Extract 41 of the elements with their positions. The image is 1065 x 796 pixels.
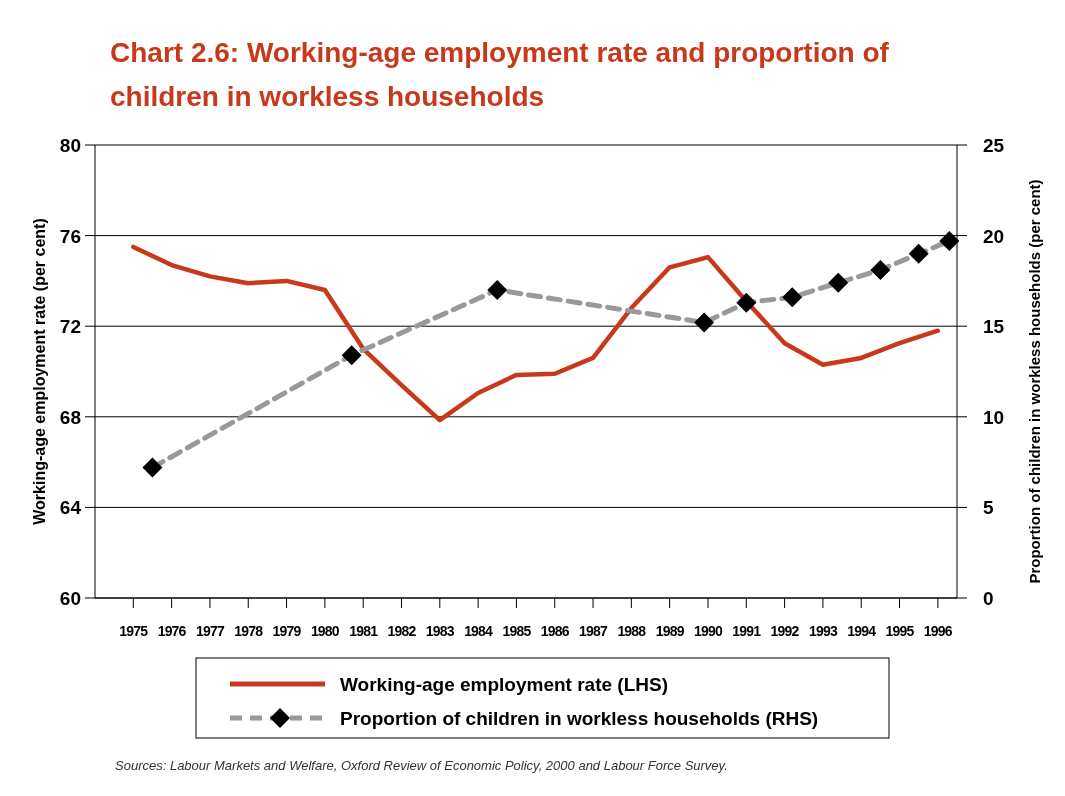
y2-tick-label: 0 — [983, 588, 994, 609]
x-tick-label: 1976 — [157, 623, 187, 639]
y-tick-label: 80 — [59, 135, 81, 156]
x-tick-label: 1989 — [655, 623, 685, 639]
line-series — [131, 244, 941, 423]
legend-label: Working-age employment rate (LHS) — [340, 674, 668, 695]
x-tick-label: 1988 — [617, 623, 647, 639]
x-tick-label: 1993 — [808, 623, 838, 639]
x-tick-label: 1984 — [464, 623, 494, 639]
x-tick-label: 1983 — [425, 623, 455, 639]
chart-title: Chart 2.6: Working-age employment rate and proportion of children in workless households — [110, 37, 890, 112]
y2-tick-label: 20 — [983, 225, 1005, 247]
y2-tick-label: 25 — [983, 135, 1005, 156]
x-tick-label: 1996 — [923, 623, 953, 639]
x-tick-label: 1992 — [770, 623, 800, 639]
x-tick-label: 1981 — [349, 623, 379, 639]
x-tick-label: 1975 — [119, 623, 149, 639]
legend-label: Proportion of children in workless households (RHS) — [340, 708, 819, 729]
y-axis-title: Working-age employment rate (per cent) — [31, 218, 48, 525]
y2-axis-title: Proportion of children in workless households (per cent) — [1026, 179, 1043, 584]
x-tick-label: 1991 — [732, 623, 762, 639]
x-tick-label: 1982 — [387, 623, 417, 639]
y2-tick-label: 5 — [983, 497, 994, 519]
x-tick-label: 1980 — [310, 623, 340, 639]
y2-tick-label: 15 — [983, 316, 1005, 338]
source-note: Sources: Labour Markets and Welfare, Oxford Review of Economic Policy, 2000 and Labour Force Survey. — [115, 758, 728, 773]
y-tick-label: 64 — [59, 497, 82, 519]
y-tick-label: 76 — [59, 225, 81, 247]
x-tick-label: 1978 — [234, 623, 264, 639]
x-tick-label: 1977 — [195, 623, 225, 639]
x-tick-label: 1995 — [885, 623, 915, 639]
x-tick-label: 1979 — [272, 623, 302, 639]
y-tick-label: 68 — [59, 406, 81, 428]
x-tick-label: 1990 — [694, 623, 723, 639]
x-tick-label: 1987 — [579, 623, 609, 639]
y-tick-label: 72 — [59, 316, 81, 338]
x-tick-label: 1994 — [847, 623, 877, 639]
y-tick-label: 60 — [59, 588, 81, 609]
x-tick-label: 1986 — [540, 623, 570, 639]
x-tick-label: 1985 — [502, 623, 532, 639]
y2-tick-label: 10 — [983, 406, 1005, 428]
